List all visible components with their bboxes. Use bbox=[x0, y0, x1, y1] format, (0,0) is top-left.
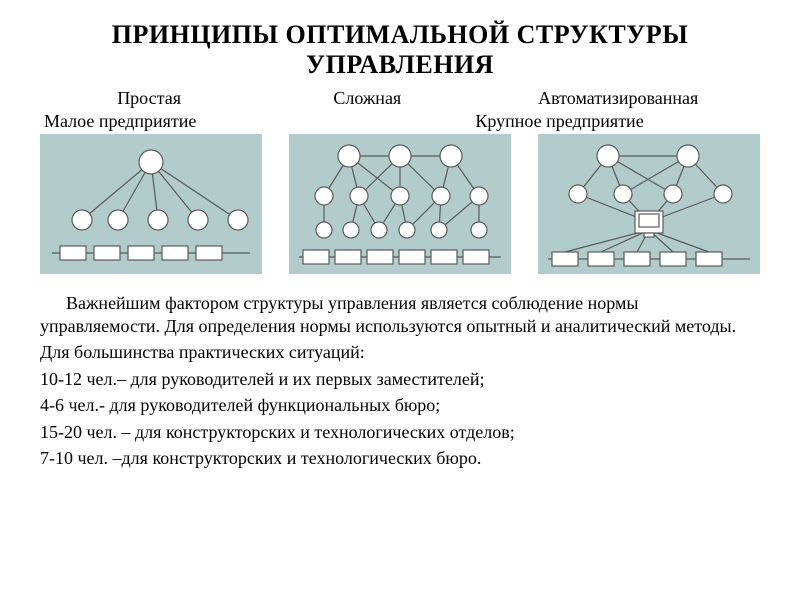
body-text: Важнейшим фактором структуры управления … bbox=[40, 292, 760, 470]
enterprise-row: Малое предприятие Крупное предприятие bbox=[40, 111, 760, 132]
type-automated: Автоматизированная bbox=[476, 88, 760, 109]
diagram-simple bbox=[40, 134, 262, 274]
diagrams-row bbox=[40, 134, 760, 274]
paragraph-4: 4-6 чел.- для руководителей функциональн… bbox=[40, 394, 760, 417]
paragraph-3: 10-12 чел.– для руководителей и их первы… bbox=[40, 368, 760, 391]
diagram-automated bbox=[538, 134, 760, 274]
structure-types-row: Простая Сложная Автоматизированная bbox=[40, 88, 760, 109]
type-simple: Простая bbox=[40, 88, 258, 109]
enterprise-large: Крупное предприятие bbox=[359, 111, 760, 132]
enterprise-small: Малое предприятие bbox=[40, 111, 359, 132]
diagram-complex bbox=[289, 134, 511, 274]
type-complex: Сложная bbox=[258, 88, 476, 109]
paragraph-2: Для большинства практических ситуаций: bbox=[40, 341, 760, 364]
paragraph-6: 7-10 чел. –для конструкторских и техноло… bbox=[40, 447, 760, 470]
paragraph-5: 15-20 чел. – для конструкторских и техно… bbox=[40, 421, 760, 444]
paragraph-1: Важнейшим фактором структуры управления … bbox=[40, 292, 760, 337]
page-title: ПРИНЦИПЫ ОПТИМАЛЬНОЙ СТРУКТУРЫ УПРАВЛЕНИ… bbox=[40, 20, 760, 80]
